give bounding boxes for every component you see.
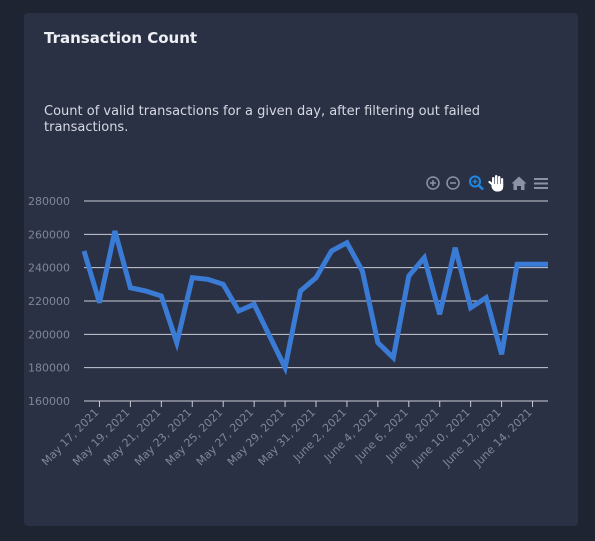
zoom-in-icon[interactable] bbox=[424, 173, 442, 193]
card-title: Transaction Count bbox=[44, 29, 198, 47]
transaction-line-chart: 160000 180000 200000 220000 240000 260000 2800… bbox=[28, 195, 548, 470]
y-tick-label: 280000 bbox=[28, 195, 70, 208]
chart-toolbar bbox=[424, 173, 554, 193]
transaction-count-card: Transaction Count Count of valid transac… bbox=[24, 13, 578, 526]
series-line bbox=[81, 230, 548, 376]
home-reset-icon[interactable] bbox=[510, 173, 528, 193]
pan-hand-icon[interactable] bbox=[488, 173, 506, 193]
y-tick-label: 180000 bbox=[28, 362, 70, 375]
y-tick-label: 160000 bbox=[28, 395, 70, 408]
selection-zoom-icon[interactable] bbox=[467, 173, 485, 193]
y-tick-label: 200000 bbox=[28, 328, 70, 341]
zoom-out-icon[interactable] bbox=[444, 173, 462, 193]
y-tick-label: 260000 bbox=[28, 228, 70, 241]
y-tick-label: 220000 bbox=[28, 295, 70, 308]
y-tick-label: 240000 bbox=[28, 262, 70, 275]
menu-icon[interactable] bbox=[532, 173, 550, 193]
card-description: Count of valid transactions for a given … bbox=[44, 104, 481, 135]
